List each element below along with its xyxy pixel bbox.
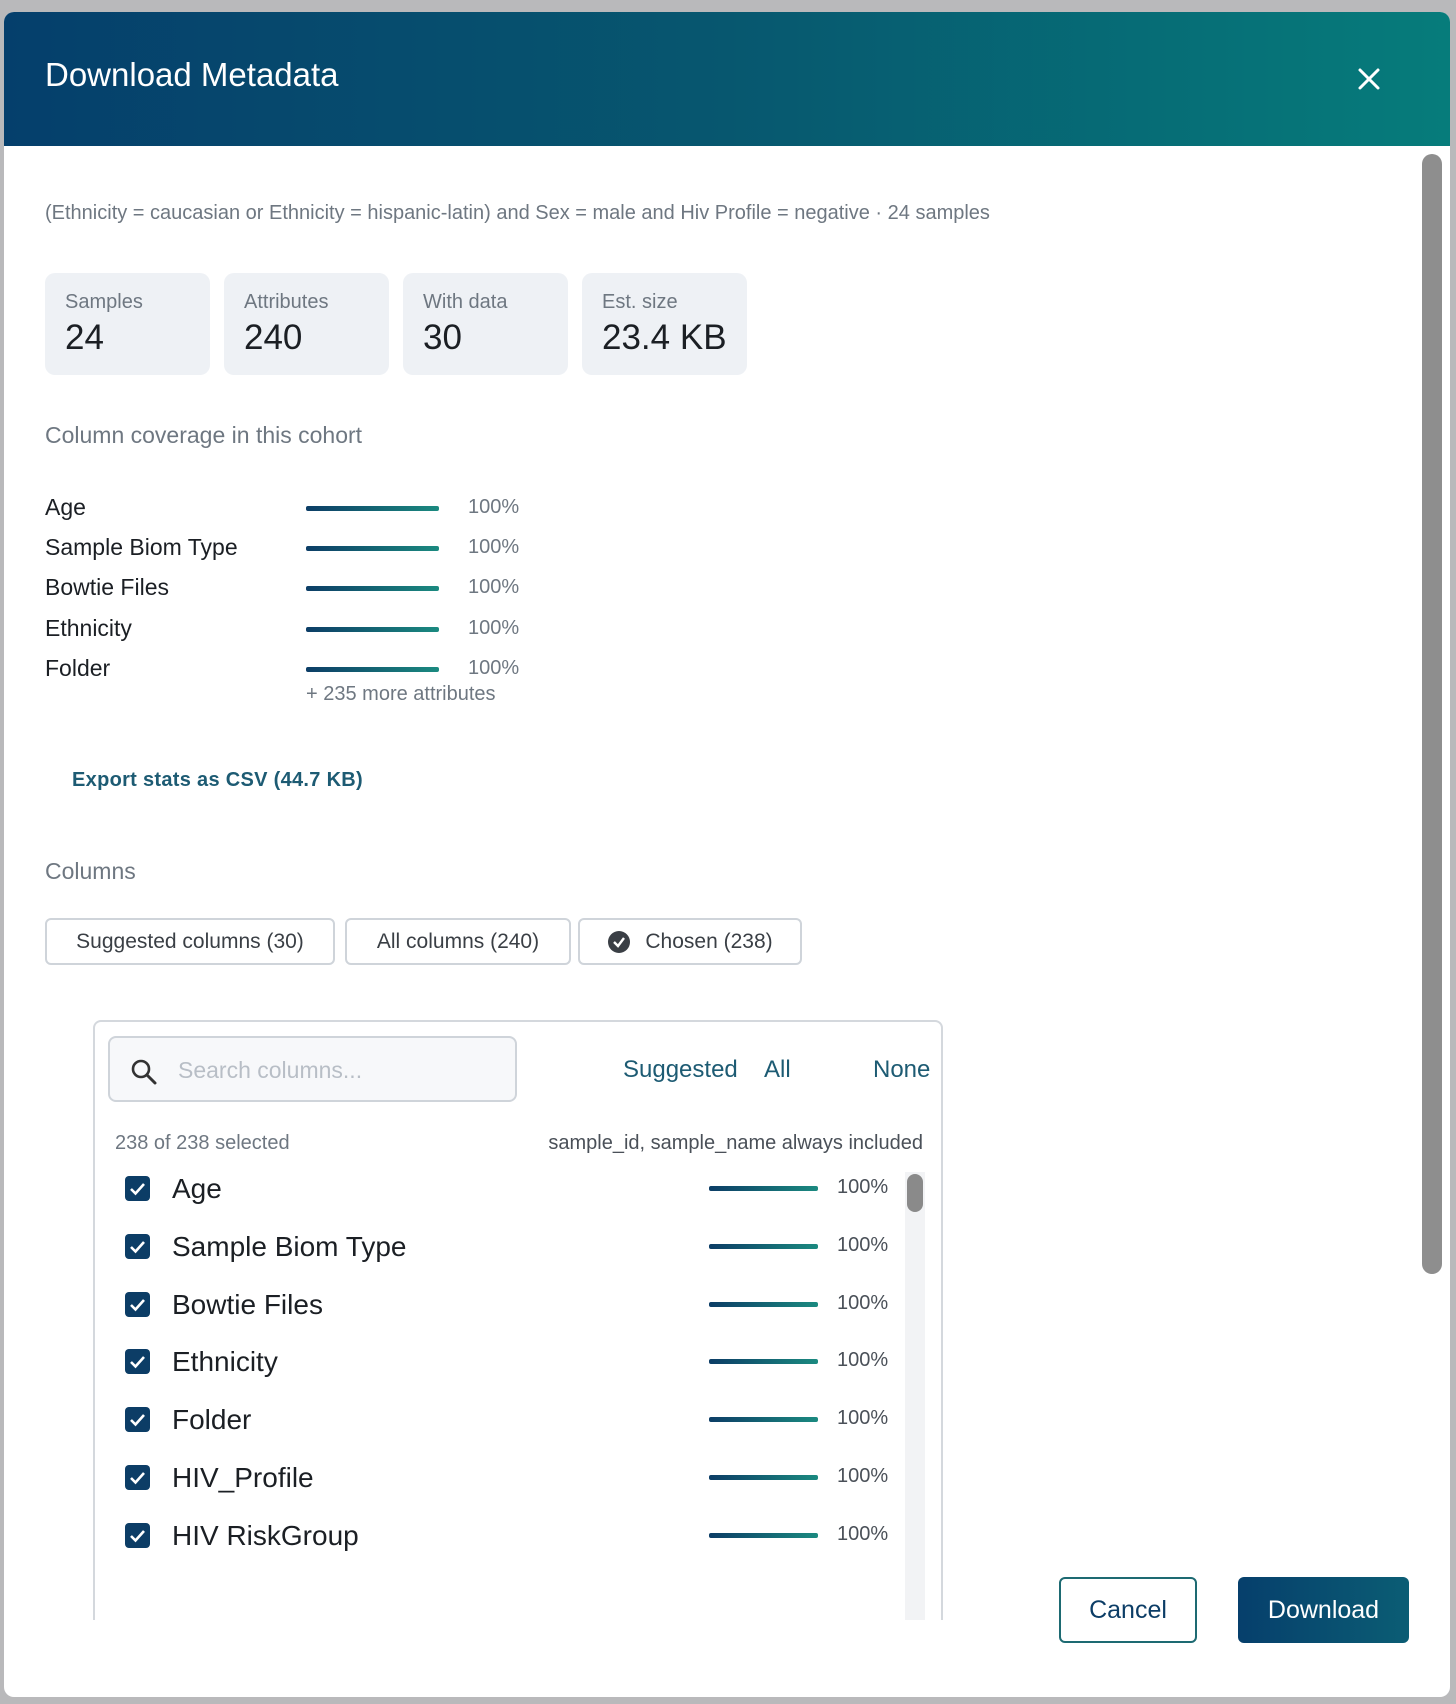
column-name: Folder (172, 1404, 252, 1436)
quick-select-link[interactable]: None (873, 1056, 931, 1083)
download-button[interactable]: Download (1238, 1577, 1409, 1643)
search-placeholder: Search columns... (178, 1057, 363, 1083)
check-mark (130, 1472, 145, 1485)
column-tab[interactable]: Suggested columns (30) (45, 918, 335, 965)
close-button[interactable] (1354, 64, 1384, 94)
inner-scrollbar[interactable] (907, 1174, 923, 1212)
checkbox[interactable] (125, 1291, 150, 1317)
check-mark (130, 1529, 145, 1543)
column-coverage-pct: 100% (837, 1176, 889, 1198)
column-coverage-pct: 100% (837, 1465, 889, 1487)
column-panel: Search columns... Suggested All None 238 o… (93, 1020, 943, 1620)
coverage-name: Age (45, 494, 86, 520)
stat-value: 30 (423, 318, 462, 357)
check-icon (608, 930, 631, 953)
coverage-pct: 100% (468, 616, 520, 639)
column-name: Age (172, 1173, 222, 1204)
coverage-bar (306, 506, 439, 511)
scrollbar[interactable] (1422, 154, 1442, 1274)
tab-label: Suggested columns (30) (76, 929, 304, 953)
tab-label: Chosen (238) (645, 929, 773, 953)
query-text: (Ethnicity = caucasian or Ethnicity = hi… (45, 202, 990, 224)
column-tab[interactable]: All columns (240) (345, 918, 571, 965)
column-coverage-bar (709, 1359, 818, 1365)
checkbox[interactable] (125, 1176, 150, 1201)
selected-count: 238 of 238 selected (115, 1132, 290, 1154)
modal-title: Download Metadata (45, 56, 339, 93)
stat-value: 24 (65, 318, 104, 357)
check-mark (130, 1298, 145, 1311)
coverage-heading: Column coverage in this cohort (45, 422, 363, 448)
stat-card: Samples 24 (45, 273, 210, 375)
coverage-bar (306, 546, 439, 552)
column-coverage-pct: 100% (837, 1522, 889, 1545)
cancel-button[interactable]: Cancel (1059, 1577, 1197, 1643)
checkbox[interactable] (125, 1349, 150, 1375)
coverage-pct: 100% (468, 576, 520, 599)
column-name: Bowtie Files (172, 1288, 323, 1320)
coverage-pct: 100% (468, 496, 520, 518)
column-coverage-pct: 100% (837, 1233, 889, 1256)
coverage-bar (306, 666, 439, 672)
coverage-name: Folder (45, 654, 111, 681)
checkbox[interactable] (125, 1522, 150, 1548)
column-coverage-bar (709, 1475, 818, 1480)
column-name: Ethnicity (172, 1346, 278, 1378)
stat-label: Est. size (602, 291, 678, 313)
column-coverage-pct: 100% (837, 1291, 889, 1314)
columns-heading: Columns (45, 858, 136, 884)
stat-card: With data 30 (403, 273, 568, 375)
stat-label: Attributes (244, 291, 329, 313)
column-name: Sample Biom Type (172, 1230, 407, 1262)
stat-label: Samples (65, 291, 143, 313)
column-coverage-bar (709, 1186, 818, 1191)
column-coverage-pct: 100% (837, 1407, 889, 1430)
checkbox[interactable] (125, 1465, 150, 1490)
stat-value: 23.4 KB (602, 318, 727, 357)
column-coverage-pct: 100% (837, 1349, 889, 1372)
stat-value: 240 (244, 318, 303, 357)
checkbox[interactable] (125, 1233, 150, 1259)
stat-label: With data (423, 291, 508, 313)
more-attributes: + 235 more attributes (306, 683, 496, 705)
column-name: HIV_Profile (172, 1462, 314, 1493)
check-mark (130, 1240, 145, 1254)
coverage-pct: 100% (468, 536, 520, 559)
coverage-name: Bowtie Files (45, 574, 169, 601)
column-coverage-bar (709, 1532, 818, 1538)
column-name: HIV RiskGroup (172, 1519, 359, 1551)
stat-card: Est. size 23.4 KB (582, 273, 747, 375)
inner-scroll-track (905, 1172, 925, 1620)
coverage-bar (306, 626, 439, 632)
check-mark (130, 1414, 145, 1427)
check-mark (130, 1356, 145, 1369)
column-coverage-bar (709, 1243, 818, 1249)
check-mark (130, 1183, 145, 1196)
column-coverage-bar (709, 1417, 818, 1423)
stat-card: Attributes 240 (224, 273, 389, 375)
always-included: sample_id, sample_name always included (548, 1132, 923, 1154)
quick-select-link[interactable]: All (764, 1056, 791, 1083)
checkbox[interactable] (125, 1407, 150, 1433)
modal: Download Metadata (Ethnicity = caucasian… (4, 12, 1450, 1697)
search-icon (131, 1059, 157, 1085)
column-tab[interactable]: Chosen (238) (578, 918, 802, 965)
search-box[interactable]: Search columns... (108, 1036, 517, 1102)
coverage-name: Ethnicity (45, 614, 132, 641)
modal-header: Download Metadata (4, 12, 1450, 146)
coverage-bar (306, 586, 439, 592)
coverage-pct: 100% (468, 656, 520, 679)
quick-select-link[interactable]: Suggested (623, 1056, 738, 1083)
tab-label: All columns (240) (376, 929, 540, 953)
coverage-name: Sample Biom Type (45, 534, 238, 561)
export-link[interactable]: Export stats as CSV (44.7 KB) (72, 769, 364, 791)
column-coverage-bar (709, 1301, 818, 1307)
